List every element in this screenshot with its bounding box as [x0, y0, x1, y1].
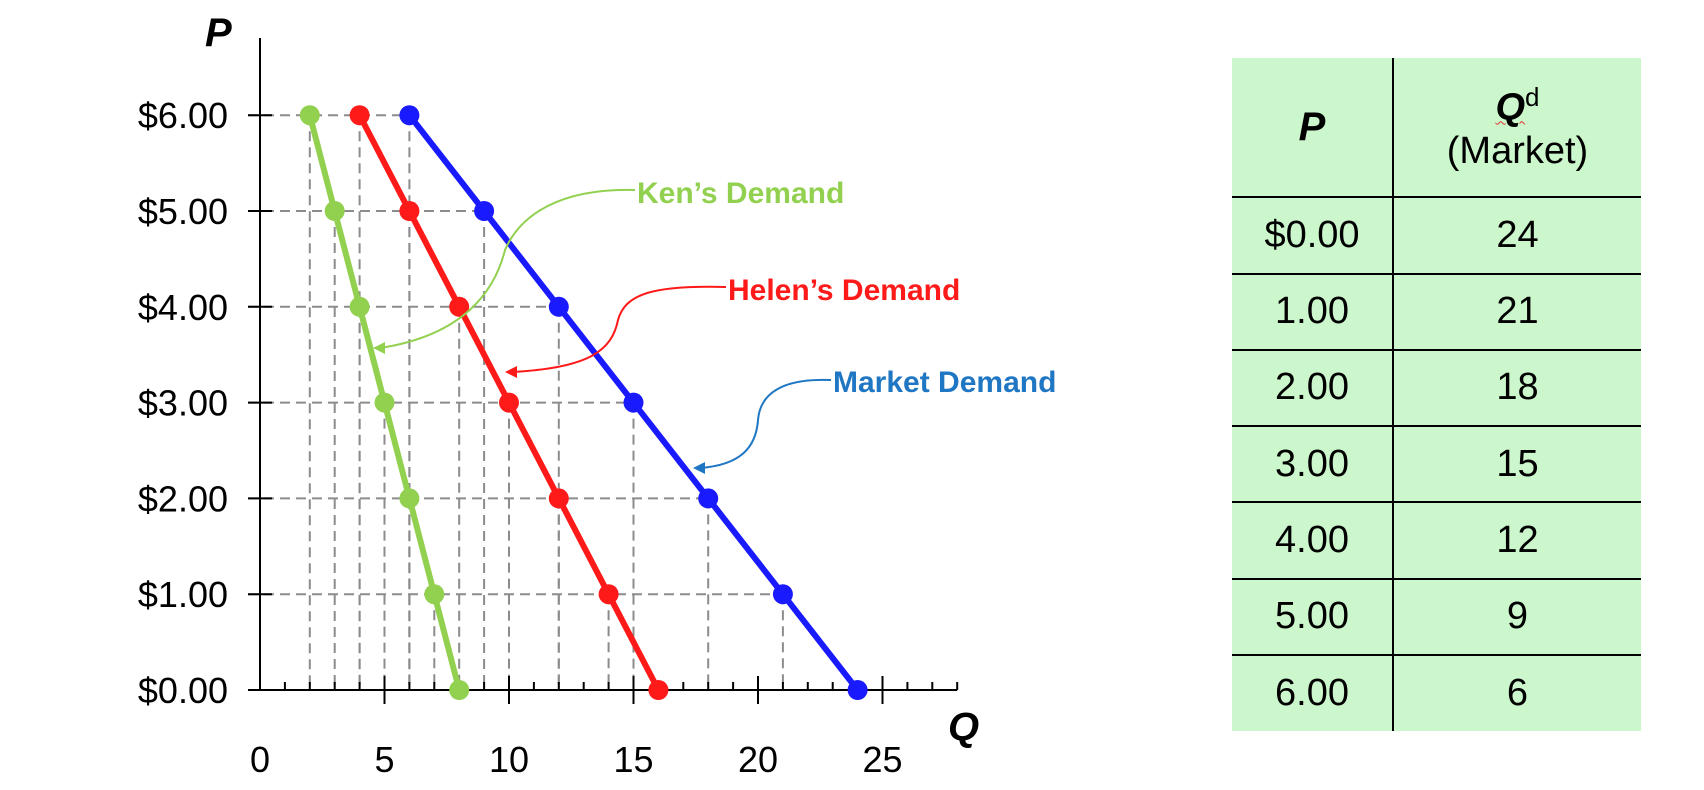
- table-cell-quantity: 24: [1393, 196, 1641, 274]
- table-cell-quantity: 21: [1393, 272, 1641, 350]
- x-tick-label: 10: [489, 739, 529, 780]
- annotation-arrow: [511, 285, 727, 373]
- data-point: [374, 392, 395, 413]
- data-point: [399, 105, 420, 126]
- data-point: [474, 201, 495, 221]
- arrowhead-icon: [693, 462, 705, 474]
- data-point: [847, 680, 868, 700]
- arrowhead-icon: [373, 342, 385, 354]
- data-point: [648, 680, 669, 700]
- data-point: [623, 392, 644, 413]
- table-cell-price: 3.00: [1232, 425, 1394, 503]
- data-point: [598, 584, 619, 605]
- data-point: [399, 488, 420, 509]
- table-cell-quantity: 12: [1393, 501, 1641, 579]
- table-cell-price: 6.00: [1232, 653, 1394, 731]
- table-cell-price: 2.00: [1232, 348, 1394, 427]
- table-row: $0.00 24: [1232, 196, 1641, 274]
- table-row: 6.00 6: [1232, 653, 1641, 731]
- y-tick-label: $3.00: [138, 383, 228, 424]
- arrowhead-icon: [505, 366, 517, 378]
- data-point: [548, 296, 569, 317]
- data-point: [449, 680, 470, 700]
- y-tick-label: $6.00: [138, 95, 228, 136]
- table-header-row: P Qd (Market): [1232, 58, 1641, 198]
- data-point: [499, 392, 519, 413]
- series-annotation-label: Market Demand: [833, 366, 1056, 399]
- x-tick-label: 20: [738, 739, 778, 780]
- data-point: [772, 584, 793, 605]
- table-row: 2.00 18: [1232, 348, 1641, 427]
- data-point: [299, 105, 320, 126]
- header-qd-symbol: Q: [1495, 86, 1526, 129]
- table-row: 1.00 21: [1232, 272, 1641, 350]
- table-cell-quantity: 18: [1393, 348, 1641, 427]
- x-tick-label: 0: [250, 739, 270, 780]
- table-cell-quantity: 9: [1393, 577, 1641, 655]
- y-tick-label: $4.00: [138, 287, 228, 328]
- header-price: P: [1232, 58, 1394, 198]
- data-point: [399, 201, 420, 221]
- y-tick-label: $2.00: [138, 478, 228, 519]
- market-demand-table: P Qd (Market) $0.00 24 1.00 21 2.00 18 3…: [1232, 58, 1641, 731]
- y-axis-title: P: [205, 11, 232, 55]
- table-cell-price: $0.00: [1232, 196, 1394, 274]
- table-cell-price: 4.00: [1232, 501, 1394, 579]
- table-cell-price: 5.00: [1232, 577, 1394, 655]
- x-tick-label: 25: [862, 739, 902, 780]
- annotation-arrow: [379, 188, 636, 349]
- table-cell-price: 1.00: [1232, 272, 1394, 350]
- x-tick-label: 15: [613, 739, 653, 780]
- table-cell-quantity: 15: [1393, 425, 1641, 503]
- x-tick-label: 5: [374, 739, 394, 780]
- table-row: 3.00 15: [1232, 425, 1641, 503]
- y-tick-label: $0.00: [138, 670, 228, 711]
- y-tick-label: $5.00: [138, 191, 228, 232]
- series-annotation-label: Helen’s Demand: [728, 274, 960, 307]
- data-point: [349, 105, 370, 126]
- table-row: 4.00 12: [1232, 501, 1641, 579]
- header-quantity-demanded: Qd (Market): [1393, 58, 1641, 197]
- data-point: [449, 296, 470, 317]
- header-qd-market: (Market): [1446, 129, 1589, 172]
- data-point: [349, 296, 370, 317]
- annotation-arrow: [699, 378, 832, 469]
- table-row: 5.00 9: [1232, 577, 1641, 655]
- series-annotation-label: Ken’s Demand: [637, 177, 844, 210]
- data-point: [548, 488, 569, 509]
- data-point: [324, 201, 345, 221]
- y-tick-label: $1.00: [138, 574, 228, 615]
- x-axis-title: Q: [948, 705, 979, 749]
- data-point: [698, 488, 719, 509]
- data-point: [424, 584, 445, 605]
- table-cell-quantity: 6: [1393, 653, 1641, 731]
- header-qd-superscript: d: [1525, 81, 1540, 112]
